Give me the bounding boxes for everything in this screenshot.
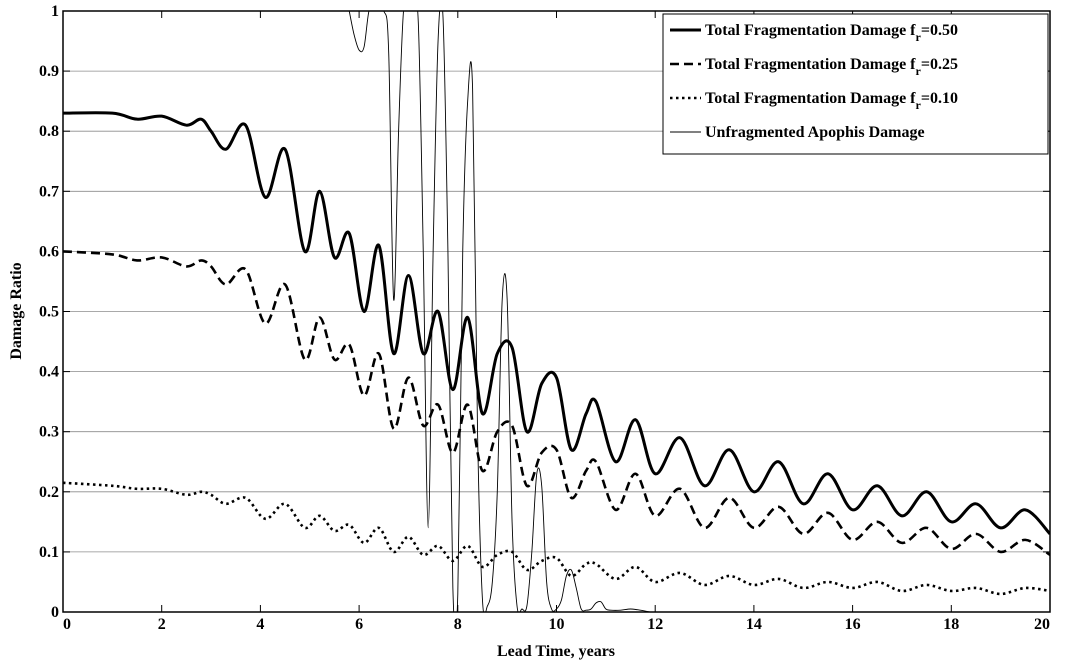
series-group	[63, 11, 1050, 612]
x-tick-label: 4	[256, 616, 264, 633]
legend-label-name: Total Fragmentation Damage f	[705, 22, 916, 39]
legend-label-name: Total Fragmentation Damage f	[705, 90, 916, 107]
legend-label-subscript: r	[916, 98, 922, 112]
y-tick-label: 0.2	[39, 484, 59, 501]
x-tick-label: 0	[63, 616, 71, 633]
x-tick-label: 10	[549, 616, 565, 633]
y-tick-label: 0.4	[39, 364, 59, 381]
tick-labels-group: 00.10.20.30.40.50.60.70.80.910 2 4 6 8 10 12 14…	[39, 3, 1050, 633]
x-tick-label: 8	[454, 616, 462, 633]
legend-label-suffix: =0.50	[921, 22, 958, 39]
legend-label-name: Unfragmented Apophis Damage	[705, 124, 925, 141]
y-tick-label: 0.6	[39, 243, 59, 260]
legend-label-suffix: =0.10	[921, 90, 958, 107]
legend-label-0: Total Fragmentation Damage fr=0.50	[705, 22, 958, 44]
y-tick-label: 1	[51, 3, 59, 20]
y-tick-label: 0.8	[39, 123, 59, 140]
series-line-2	[63, 481, 1050, 596]
legend-label-subscript: r	[916, 64, 922, 78]
x-tick-label: 18	[943, 616, 959, 633]
x-tick-label: 12	[647, 616, 663, 633]
legend-label-name: Total Fragmentation Damage f	[705, 56, 916, 73]
x-tick-label: 6	[355, 616, 363, 633]
x-tick-label: 14	[746, 616, 762, 633]
x-tick-label: 20	[1034, 616, 1050, 633]
series-line-1	[63, 250, 1050, 557]
legend-label-2: Total Fragmentation Damage fr=0.10	[705, 90, 958, 112]
y-tick-label: 0.1	[39, 544, 59, 561]
y-tick-label: 0.7	[39, 183, 59, 200]
x-tick-label: 2	[158, 616, 166, 633]
legend-box	[662, 13, 1049, 155]
legend-label-3: Unfragmented Apophis Damage	[705, 124, 925, 141]
series-line-0	[63, 111, 1050, 535]
legend: Total Fragmentation Damage fr=0.50Total …	[662, 13, 1049, 155]
series-line-3	[348, 11, 1050, 612]
ticks-group	[62, 10, 1051, 613]
y-tick-label: 0.9	[39, 63, 59, 80]
y-tick-label: 0.3	[39, 424, 59, 441]
grid	[63, 70, 1050, 553]
legend-label-1: Total Fragmentation Damage fr=0.25	[705, 56, 958, 78]
legend-label-suffix: =0.25	[921, 56, 958, 73]
legend-label-subscript: r	[916, 30, 922, 44]
y-tick-label: 0.5	[39, 304, 59, 321]
y-tick-label: 0	[51, 604, 59, 621]
x-tick-label: 16	[845, 616, 861, 633]
x-axis-label: Lead Time, years	[497, 643, 615, 660]
y-axis-label: Damage Ratio	[8, 262, 25, 359]
